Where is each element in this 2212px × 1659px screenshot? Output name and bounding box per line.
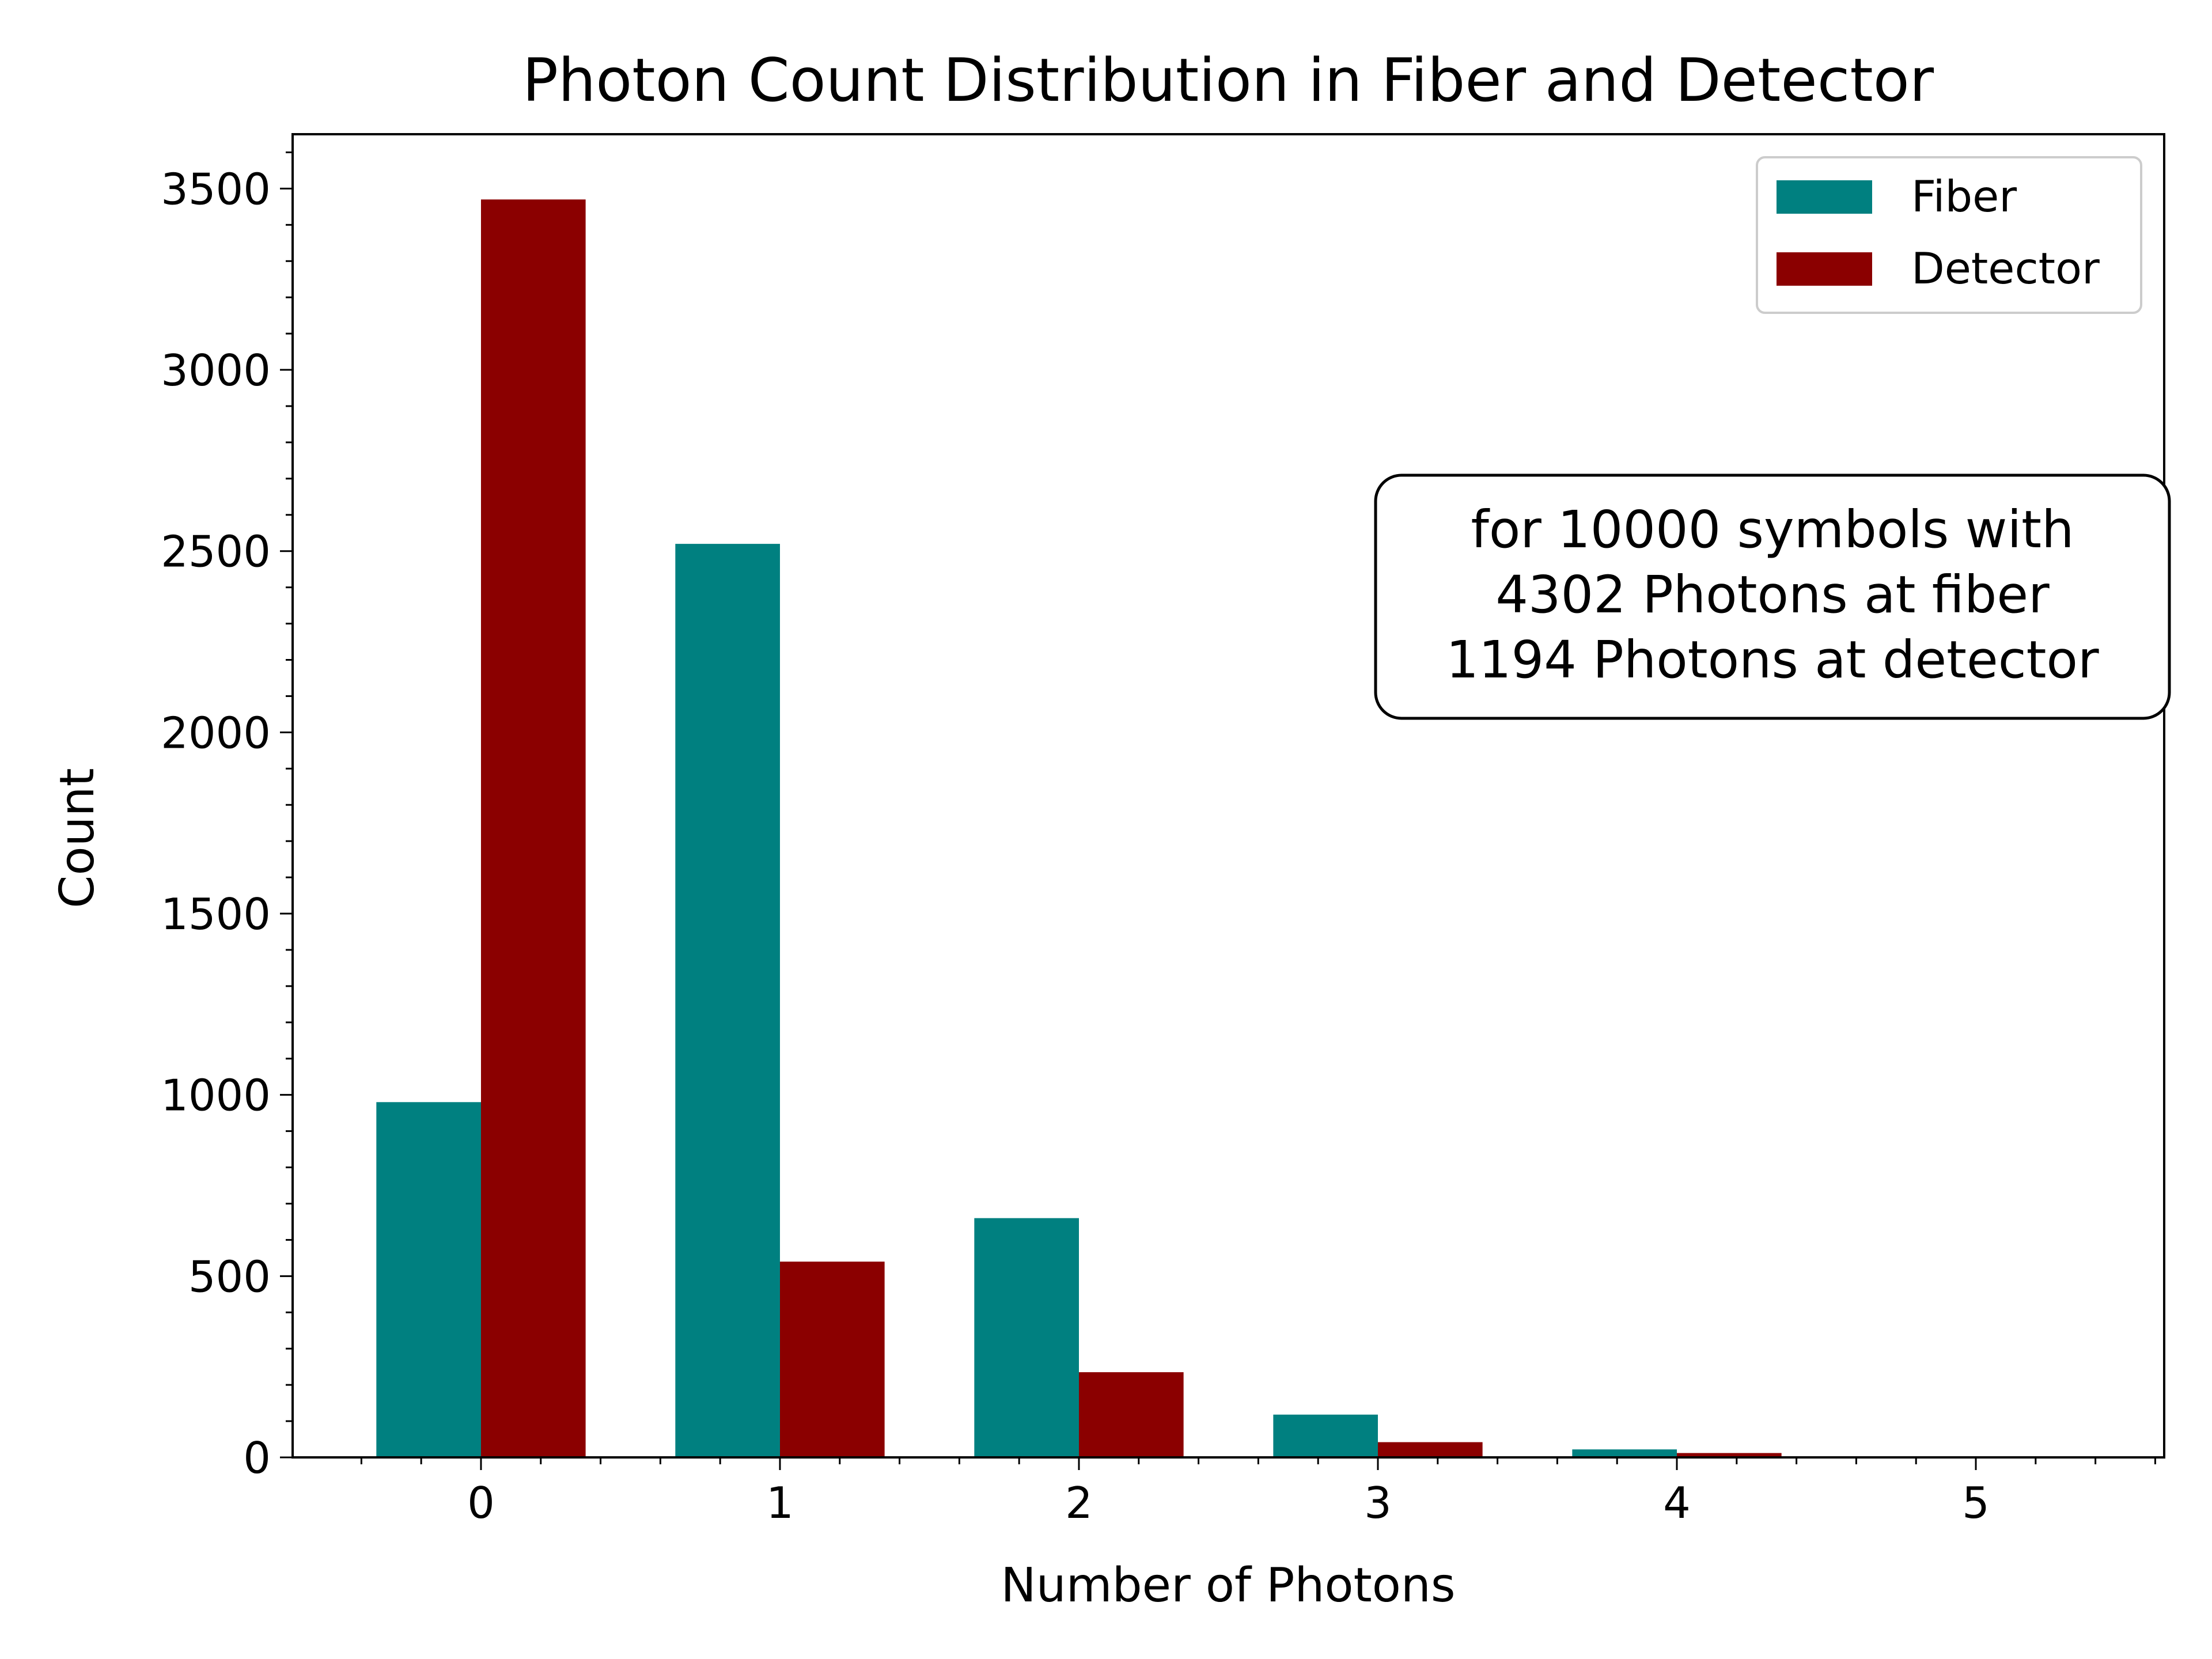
x-tick-label: 0: [467, 1478, 495, 1528]
x-tick-label: 1: [766, 1478, 794, 1528]
legend-label-detector: Detector: [1911, 243, 2100, 294]
bar-detector-3: [1378, 1442, 1483, 1457]
bar-detector-1: [779, 1262, 885, 1457]
y-axis-label: Count: [50, 768, 105, 908]
annotation-line: 4302 Photons at fiber: [1495, 565, 2050, 624]
bar-fiber-3: [1273, 1414, 1378, 1457]
bar-fiber-4: [1572, 1449, 1677, 1457]
bar-fiber-0: [376, 1102, 481, 1457]
x-tick-label: 2: [1065, 1478, 1093, 1528]
bar-fiber-2: [974, 1218, 1079, 1457]
bars-group: [376, 199, 2081, 1458]
x-axis: 0 1 2 3 4 5: [360, 1457, 2156, 1528]
legend: Fiber Detector: [1756, 156, 2142, 314]
legend-label-fiber: Fiber: [1911, 171, 2017, 222]
y-axis: 0 500 1000 1500 2000 2500 3000 3500: [161, 151, 293, 1483]
bar-detector-0: [480, 199, 586, 1458]
y-tick-label: 2500: [161, 527, 271, 577]
y-tick-label: 1000: [161, 1070, 271, 1121]
y-tick-label: 3500: [161, 164, 271, 214]
y-tick-label: 500: [188, 1251, 271, 1302]
legend-swatch-detector: [1777, 252, 1872, 286]
annotation-line: 1194 Photons at detector: [1446, 630, 2099, 690]
x-tick-label: 4: [1663, 1478, 1691, 1528]
y-tick-label: 2000: [161, 707, 271, 758]
x-axis-label: Number of Photons: [1001, 1558, 1455, 1613]
annotation-frame: [1374, 474, 2171, 720]
annotation-line: for 10000 symbols with: [1471, 499, 2074, 559]
plot-frame: [291, 133, 2165, 1459]
x-tick-label: 3: [1364, 1478, 1392, 1528]
y-tick-label: 1500: [161, 889, 271, 940]
x-tick-label: 5: [1962, 1478, 1990, 1528]
y-tick-label: 0: [243, 1433, 271, 1483]
bar-fiber-1: [675, 544, 780, 1458]
annotation-box: for 10000 symbols with 4302 Photons at fi…: [1374, 474, 2171, 720]
y-tick-label: 3000: [161, 345, 271, 396]
bar-detector-4: [1677, 1453, 1782, 1457]
bar-detector-2: [1078, 1372, 1184, 1457]
chart-title: Photon Count Distribution in Fiber and D…: [522, 46, 1934, 115]
legend-swatch-fiber: [1777, 180, 1872, 214]
